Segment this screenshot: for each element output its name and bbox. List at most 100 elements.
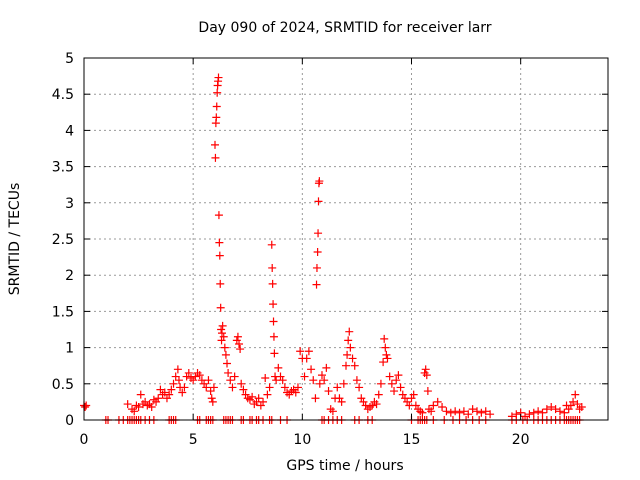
x-axis-label: GPS time / hours	[286, 458, 403, 474]
data-point	[473, 407, 481, 416]
data-point	[217, 336, 226, 345]
data-point	[300, 372, 309, 381]
data-point	[534, 407, 543, 416]
data-point	[250, 400, 259, 409]
data-point	[211, 153, 220, 162]
data-point	[328, 407, 337, 416]
data-point	[256, 401, 265, 410]
data-point	[212, 113, 221, 122]
data-point	[237, 379, 246, 388]
data-point	[193, 368, 202, 377]
data-point	[287, 387, 296, 396]
data-point	[186, 374, 195, 383]
data-point	[363, 405, 372, 414]
data-point	[134, 402, 143, 411]
y-axis-label: SRMTID / TECUs	[7, 183, 23, 296]
data-point	[280, 383, 289, 392]
data-point	[215, 238, 224, 247]
data-point	[394, 371, 403, 380]
data-point	[343, 350, 352, 359]
data-point	[149, 395, 158, 404]
data-point	[274, 363, 283, 372]
data-point	[573, 400, 582, 409]
chart-title: Day 090 of 2024, SRMTID for receiver lar…	[198, 20, 491, 36]
data-point	[335, 394, 344, 403]
data-point	[191, 372, 200, 381]
data-point	[451, 407, 460, 416]
data-point	[392, 376, 401, 385]
data-point	[219, 332, 228, 341]
data-point	[232, 336, 241, 345]
data-point	[569, 397, 578, 406]
data-point	[357, 394, 366, 403]
data-point	[214, 73, 223, 82]
data-point	[418, 408, 427, 417]
data-point	[215, 251, 224, 260]
data-point	[269, 300, 278, 309]
data-point	[248, 392, 257, 401]
data-point	[398, 390, 407, 399]
data-points	[80, 73, 586, 424]
x-tick-label: 20	[512, 432, 530, 448]
data-point	[223, 359, 232, 368]
data-point	[218, 321, 227, 330]
data-point	[178, 388, 187, 397]
x-tick-label: 15	[403, 432, 421, 448]
data-point	[259, 397, 268, 406]
data-point	[204, 376, 213, 385]
data-point	[291, 388, 300, 397]
data-point	[374, 390, 383, 399]
data-point	[422, 371, 431, 380]
data-point	[217, 325, 226, 334]
data-point	[427, 407, 436, 416]
data-point	[414, 405, 423, 414]
data-point	[128, 405, 137, 414]
data-point	[317, 371, 326, 380]
data-point	[320, 376, 329, 385]
y-tick-label: 2.5	[52, 232, 74, 248]
data-point	[313, 248, 322, 257]
data-point	[312, 280, 321, 289]
data-point	[173, 365, 182, 374]
data-point	[407, 394, 416, 403]
data-point	[209, 383, 218, 392]
data-point	[381, 343, 390, 352]
data-point	[165, 390, 174, 399]
data-point	[214, 211, 223, 220]
y-tick-label: 0	[65, 413, 74, 429]
data-point	[152, 397, 161, 406]
data-point	[547, 402, 556, 411]
data-point	[269, 317, 278, 326]
data-point	[208, 397, 217, 406]
data-point	[228, 383, 237, 392]
data-point	[154, 394, 163, 403]
data-point	[212, 102, 221, 111]
y-axis-ticks: 0 0.5 1 1.5 2 2.5 3 3.5 4 4.5 5	[52, 51, 608, 429]
data-point	[342, 361, 350, 370]
data-point	[359, 397, 368, 406]
data-point	[82, 401, 91, 410]
data-point	[429, 401, 438, 410]
data-point	[171, 372, 180, 381]
data-point	[538, 408, 547, 417]
data-point	[403, 397, 412, 406]
data-point	[542, 405, 551, 414]
data-point	[236, 345, 245, 354]
y-tick-label: 3	[65, 196, 74, 212]
y-tick-label: 1.5	[52, 304, 74, 320]
data-point	[345, 327, 354, 336]
data-point	[575, 405, 584, 414]
data-point	[385, 372, 394, 381]
data-point	[285, 390, 294, 399]
data-point	[230, 372, 239, 381]
data-point	[239, 385, 248, 394]
data-point	[309, 376, 318, 385]
data-point	[438, 402, 447, 411]
y-tick-label: 1	[65, 341, 74, 357]
data-point	[355, 383, 364, 392]
data-point	[314, 229, 323, 238]
data-point	[311, 394, 320, 403]
data-point	[224, 368, 233, 377]
data-point	[174, 376, 183, 385]
